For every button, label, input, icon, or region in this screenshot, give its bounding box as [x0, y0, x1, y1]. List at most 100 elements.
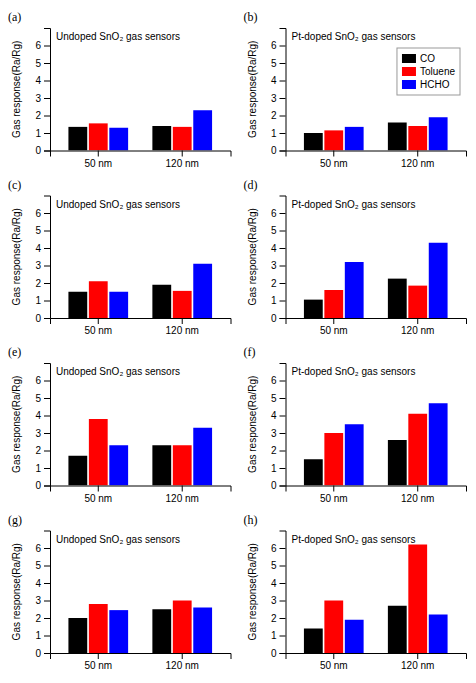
y-tick: 5 [271, 225, 286, 236]
y-tick-label: 0 [271, 313, 277, 324]
bar [173, 445, 192, 485]
y-tick: 0 [271, 648, 286, 659]
y-tick-mark [44, 248, 50, 249]
x-tick-label: 120 nm [401, 158, 434, 169]
bar [345, 620, 364, 653]
x-tick-label: 50 nm [84, 325, 112, 336]
y-tick-label: 3 [35, 260, 41, 271]
y-axis-title: Gas response(Ra/Rg) [247, 376, 258, 473]
x-axis: 50 nm 120 nm [51, 318, 232, 336]
y-axis-line [44, 29, 51, 152]
y-tick: 1 [35, 630, 50, 641]
panel: 012345650 nm120 nmGas response(Ra/Rg)Pt-… [244, 10, 467, 169]
y-tick-label: 6 [271, 208, 277, 219]
y-tick-label: 5 [271, 393, 277, 404]
x-axis: 50 nm120 nm [286, 318, 467, 336]
y-tick-mark [44, 486, 50, 487]
y-tick: 4 [271, 410, 286, 421]
y-tick: 1 [271, 128, 286, 139]
y-tick: 5 [271, 393, 286, 404]
y-axis-title: Gas response(Ra/Rg) [11, 543, 22, 640]
bar [173, 127, 192, 151]
bar [304, 133, 323, 151]
y-tick-mark [280, 566, 286, 567]
y-tick-label: 2 [271, 613, 277, 624]
y-tick-label: 4 [35, 578, 41, 589]
bar [109, 610, 128, 653]
y-tick: 2 [271, 445, 286, 456]
panel-label: (e) [8, 345, 21, 359]
x-tick: 50 nm [320, 486, 348, 504]
y-tick: 5 [271, 560, 286, 571]
y-tick: 4 [35, 410, 50, 421]
y-tick: 3 [271, 260, 286, 271]
y-tick: 4 [271, 75, 286, 86]
bar [324, 433, 343, 486]
bar [388, 440, 407, 486]
y-tick-mark [280, 231, 286, 232]
y-tick-label: 1 [271, 128, 277, 139]
y-tick-label: 1 [271, 295, 277, 306]
bar [173, 291, 192, 318]
y-axis: 0123456 [35, 364, 50, 492]
y-axis: 0123456 [35, 196, 50, 324]
bar [429, 243, 448, 318]
y-tick-mark [280, 266, 286, 267]
bar [68, 127, 87, 151]
legend-swatch [402, 80, 416, 89]
y-tick-mark [44, 451, 50, 452]
y-tick-mark [44, 266, 50, 267]
y-tick-label: 0 [35, 480, 41, 491]
y-axis-title: Gas response(Ra/Rg) [247, 208, 258, 305]
y-tick: 6 [271, 543, 286, 554]
bars [304, 545, 448, 654]
y-tick: 4 [35, 243, 50, 254]
y-tick: 6 [271, 375, 286, 386]
figure: 012345650 nm120 nmGas response(Ra/Rg)Und… [0, 0, 476, 683]
y-axis-line [44, 531, 51, 654]
x-tick-label: 120 nm [166, 493, 199, 504]
y-axis: 0123456 [271, 364, 286, 492]
x-tick-label: 120 nm [166, 158, 199, 169]
bar [429, 403, 448, 485]
panel-label: (d) [244, 178, 258, 192]
y-tick: 4 [271, 578, 286, 589]
y-tick-mark [44, 381, 50, 382]
y-axis-title: Gas response(Ra/Rg) [247, 543, 258, 640]
x-axis-line [286, 151, 467, 157]
y-tick-mark [280, 318, 286, 319]
y-tick-mark [44, 151, 50, 152]
bar [408, 545, 427, 654]
y-tick: 5 [271, 58, 286, 69]
y-tick-label: 1 [35, 128, 41, 139]
y-axis: 0123456 [271, 196, 286, 324]
x-tick: 50 nm [84, 151, 112, 169]
x-axis-line [51, 486, 232, 492]
y-tick-mark [280, 636, 286, 637]
bars [68, 601, 212, 654]
y-tick: 2 [35, 613, 50, 624]
y-tick-mark [280, 601, 286, 602]
panel-label: (c) [8, 178, 21, 192]
y-tick-mark [280, 248, 286, 249]
y-tick: 1 [271, 463, 286, 474]
y-tick-mark [44, 133, 50, 134]
y-tick: 3 [271, 428, 286, 439]
x-tick: 120 nm [166, 318, 199, 336]
bar [89, 604, 108, 653]
y-tick: 4 [35, 75, 50, 86]
x-tick-label: 120 nm [401, 325, 434, 336]
legend-label: HCHO [420, 79, 450, 90]
x-axis: 50 nm120 nm [286, 486, 467, 504]
x-axis: 50 nm120 nm [51, 653, 232, 671]
x-tick: 120 nm [401, 151, 434, 169]
y-tick: 5 [35, 58, 50, 69]
y-tick: 3 [271, 595, 286, 606]
legend: COTolueneHCHO [397, 48, 460, 95]
y-tick-label: 2 [35, 445, 41, 456]
bar [324, 130, 343, 150]
x-axis: 50 nm120 nm [286, 151, 467, 169]
y-tick: 3 [271, 93, 286, 104]
x-axis-line [51, 654, 232, 660]
y-tick-label: 3 [35, 93, 41, 104]
